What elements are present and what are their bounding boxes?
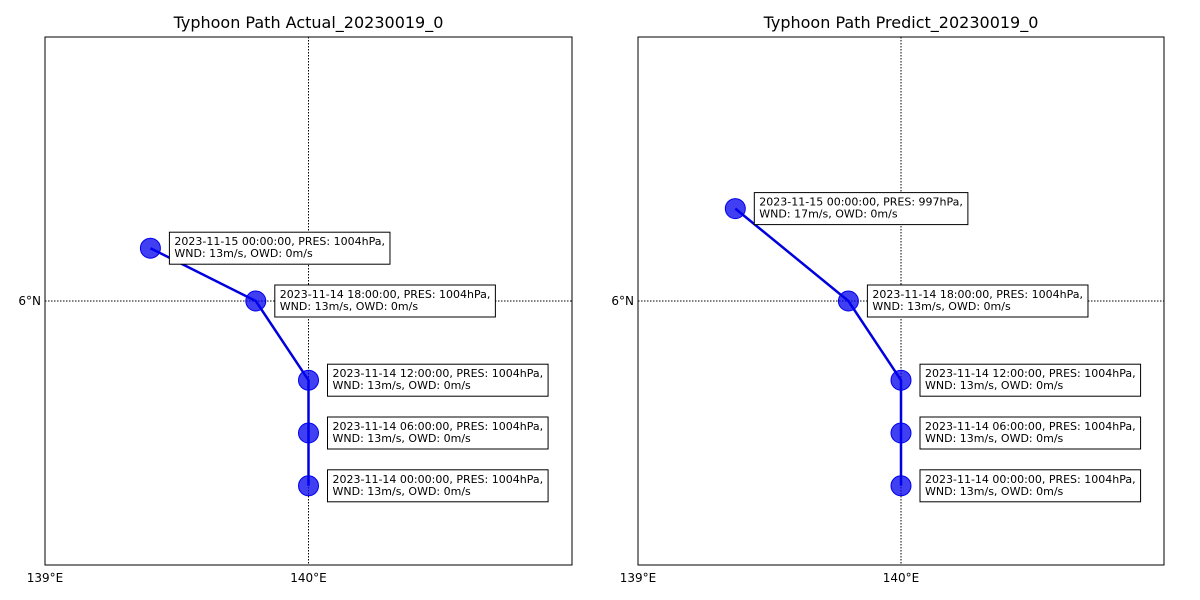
annotation-box: [327, 416, 549, 450]
panel-predict: Typhoon Path Predict_20230019_0 139°E 140°…: [611, 13, 1165, 585]
annotation-line: WND: 17m/s, OWD: 0m/s: [759, 208, 898, 221]
annotation-box: [274, 284, 496, 318]
point-annotation: 2023-11-15 00:00:00, PRES: 997hPa,WND: 1…: [753, 192, 969, 226]
point-annotation: 2023-11-14 18:00:00, PRES: 1004hPa,WND: …: [274, 284, 496, 318]
y-tick-label: 6°N: [18, 294, 41, 308]
annotation-box: [919, 416, 1142, 450]
annotation-line: WND: 13m/s, OWD: 0m/s: [280, 300, 419, 313]
chart-title: Typhoon Path Predict_20230019_0: [763, 13, 1039, 33]
annotation-box: [168, 231, 391, 265]
point-annotation: 2023-11-14 12:00:00, PRES: 1004hPa,WND: …: [919, 363, 1142, 397]
point-annotation: 2023-11-15 00:00:00, PRES: 1004hPa,WND: …: [168, 231, 391, 265]
annotation-box: [327, 363, 549, 397]
track-point: [890, 369, 912, 391]
track-point: [837, 290, 859, 312]
annotation-line: WND: 13m/s, OWD: 0m/s: [333, 432, 472, 445]
point-annotation: 2023-11-14 12:00:00, PRES: 1004hPa,WND: …: [327, 363, 549, 397]
y-tick-label: 6°N: [611, 294, 634, 308]
x-tick-label: 139°E: [27, 571, 64, 585]
annotation-line: 2023-11-14 18:00:00, PRES: 1004hPa,: [280, 288, 491, 301]
annotation-line: WND: 13m/s, OWD: 0m/s: [174, 247, 313, 260]
track-point: [139, 237, 161, 259]
x-tick-label: 139°E: [620, 571, 657, 585]
annotation-box: [919, 469, 1142, 503]
panel-actual: Typhoon Path Actual_20230019_0 139°E 140°E…: [18, 13, 573, 585]
track-point: [890, 475, 912, 497]
track-point: [298, 422, 319, 444]
track-line: [734, 207, 903, 486]
annotation-line: WND: 13m/s, OWD: 0m/s: [925, 379, 1064, 392]
annotation-line: WND: 13m/s, OWD: 0m/s: [872, 300, 1011, 313]
chart-title: Typhoon Path Actual_20230019_0: [173, 13, 444, 33]
x-tick-label: 140°E: [290, 571, 327, 585]
annotation-box: [753, 192, 969, 226]
annotation-box: [866, 284, 1089, 318]
annotation-line: 2023-11-14 06:00:00, PRES: 1004hPa,: [333, 420, 544, 433]
annotation-line: 2023-11-14 18:00:00, PRES: 1004hPa,: [872, 288, 1083, 301]
point-annotation: 2023-11-14 18:00:00, PRES: 1004hPa,WND: …: [866, 284, 1089, 318]
track-point: [724, 198, 746, 220]
annotation-line: 2023-11-14 00:00:00, PRES: 1004hPa,: [925, 473, 1136, 486]
annotation-line: 2023-11-15 00:00:00, PRES: 997hPa,: [759, 196, 963, 209]
track-line: [149, 247, 310, 486]
annotation-line: 2023-11-14 06:00:00, PRES: 1004hPa,: [925, 420, 1136, 433]
point-annotation: 2023-11-14 00:00:00, PRES: 1004hPa,WND: …: [919, 469, 1142, 503]
annotation-line: WND: 13m/s, OWD: 0m/s: [333, 485, 472, 498]
annotation-line: WND: 13m/s, OWD: 0m/s: [333, 379, 472, 392]
annotation-line: WND: 13m/s, OWD: 0m/s: [925, 432, 1064, 445]
annotation-line: 2023-11-15 00:00:00, PRES: 1004hPa,: [174, 235, 385, 248]
annotation-line: 2023-11-14 00:00:00, PRES: 1004hPa,: [333, 473, 544, 486]
annotation-box: [327, 469, 549, 503]
annotation-box: [919, 363, 1142, 397]
annotation-line: WND: 13m/s, OWD: 0m/s: [925, 485, 1064, 498]
track-point: [298, 475, 319, 497]
track-point: [890, 422, 912, 444]
track-point: [245, 290, 267, 312]
track-point: [298, 369, 319, 391]
annotation-line: 2023-11-14 12:00:00, PRES: 1004hPa,: [925, 367, 1136, 380]
point-annotation: 2023-11-14 00:00:00, PRES: 1004hPa,WND: …: [327, 469, 549, 503]
x-tick-label: 140°E: [883, 571, 920, 585]
annotation-line: 2023-11-14 12:00:00, PRES: 1004hPa,: [333, 367, 544, 380]
point-annotation: 2023-11-14 06:00:00, PRES: 1004hPa,WND: …: [327, 416, 549, 450]
point-annotation: 2023-11-14 06:00:00, PRES: 1004hPa,WND: …: [919, 416, 1142, 450]
